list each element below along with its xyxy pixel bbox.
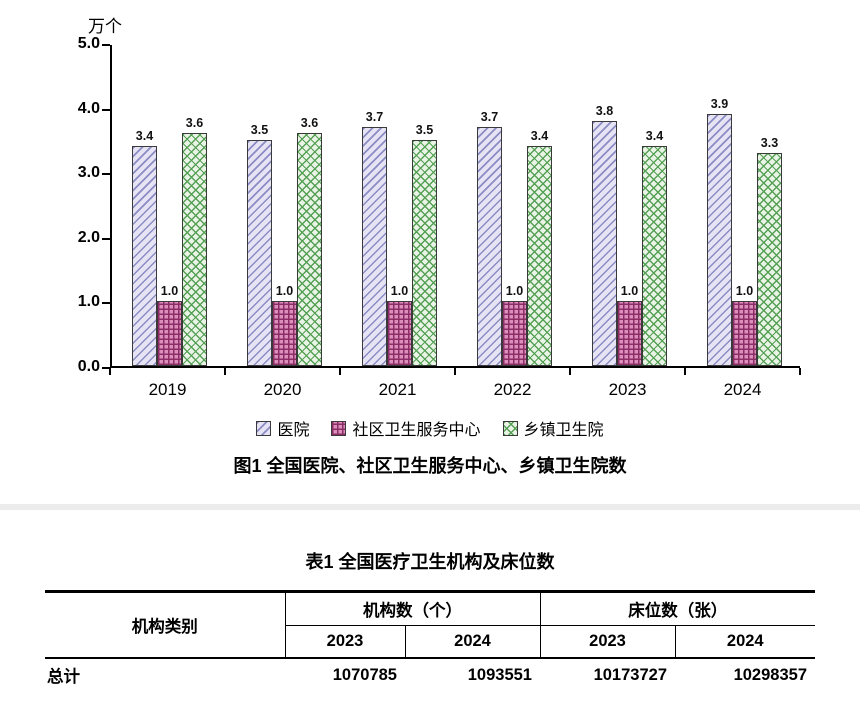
figure-caption: 图1 全国医院、社区卫生服务中心、乡镇卫生院数 [233,456,627,476]
col-header-org-2024: 2024 [404,625,540,659]
bar-value-label: 3.4 [530,129,549,144]
bar-2020-series-0 [247,139,272,366]
bar-value-label: 3.6 [185,116,204,131]
col-header-bed-count: 床位数（张） [539,591,815,626]
value-org-2024: 1093551 [467,665,532,684]
y-axis-tick-label: 1.0 [77,293,100,311]
x-axis-tick [569,368,571,375]
bar-2023-series-1 [617,301,642,366]
legend-item: 乡镇卫生院 [502,416,604,440]
col-header-category: 机构类别 [45,591,286,659]
table-header-row-years: 2023 2024 2023 2024 [45,625,815,659]
value-bed-2024: 10298357 [733,665,807,684]
bar-2024-series-1 [732,301,757,366]
y-axis-tick [102,173,110,176]
legend-label: 医院 [277,422,310,439]
bar-value-label: 1.0 [390,284,409,299]
legend-label: 社区卫生服务中心 [352,422,481,439]
bar-2021-series-0 [362,126,387,366]
x-axis-tick-label: 2022 [493,380,532,399]
bar-value-label: 1.0 [275,284,294,299]
x-axis-tick [684,368,686,375]
table-title: 表1 全国医疗卫生机构及床位数 [305,552,555,572]
x-axis-tick [799,368,801,375]
bar-value-label: 3.8 [595,103,614,118]
y-axis-tick-label: 3.0 [77,164,100,182]
table-header-row-groups: 机构类别 机构数（个） 床位数（张） [45,591,815,659]
table1-section: 表1 全国医疗卫生机构及床位数 机构类别 机构数（个） 床位数（张） 2023 … [0,548,860,692]
value-bed-2023: 10173727 [593,665,667,684]
bar-2019-series-0 [132,146,157,366]
x-axis-tick-label: 2020 [263,380,302,399]
bar-2020-series-2 [297,133,322,366]
figure1-bar-chart: 万个 3.4 1.0 3.6 3.5 1.0 3.6 3.7 1.0 3.5 3.7 1.0 3.4 3… [0,17,860,476]
y-axis-tick [102,302,110,305]
legend-swatch-icon [502,420,518,436]
bar-2024-series-2 [757,152,782,366]
bar-2020-series-1 [272,301,297,366]
bar-2021-series-1 [387,301,412,366]
bar-2022-series-2 [527,146,552,366]
bar-value-label: 1.0 [735,284,754,299]
chart-legend: 医院 社区卫生服务中心 乡镇卫生院 [0,416,860,440]
col-header-org-2023: 2023 [284,625,405,659]
bar-value-label: 3.4 [135,129,154,144]
value-org-2023: 1070785 [332,665,397,684]
y-axis-tick-label: 2.0 [77,228,100,246]
bar-value-label: 3.7 [365,109,384,124]
bar-value-label: 3.3 [760,135,779,150]
x-axis-tick-label: 2019 [148,380,187,399]
table-row-total: 总计 1070785 1093551 10173727 10298357 [45,658,815,692]
legend-label: 乡镇卫生院 [523,422,604,439]
y-axis-tick-label: 0.0 [77,358,100,375]
bar-2024-series-0 [707,114,732,366]
x-axis-tick-label: 2024 [723,380,762,399]
legend-swatch-icon [331,420,347,436]
bar-value-label: 3.6 [300,116,319,131]
bar-2022-series-1 [502,301,527,366]
y-axis-tick [102,367,110,369]
bar-value-label: 1.0 [505,284,524,299]
y-axis-tick-label: 4.0 [77,99,100,117]
bar-2022-series-0 [477,126,502,366]
bar-2019-series-1 [157,301,182,366]
y-axis-tick [102,237,110,240]
bar-2019-series-2 [182,133,207,366]
bar-value-label: 3.7 [480,109,499,124]
y-axis-tick [102,108,110,111]
bar-value-label: 1.0 [620,284,639,299]
y-axis-unit-label: 万个 [88,17,122,36]
x-axis-tick [109,368,111,375]
plot-area: 3.4 1.0 3.6 3.5 1.0 3.6 3.7 1.0 3.5 3.7 1.0 3.4 3.8 1… [110,45,800,368]
bar-2021-series-2 [412,139,437,366]
bar-value-label: 3.5 [415,122,434,137]
row-label-total: 总计 [47,668,80,686]
col-header-org-count: 机构数（个） [285,591,540,626]
bar-value-label: 1.0 [160,284,179,299]
bar-value-label: 3.9 [710,97,729,112]
legend-item: 医院 [256,416,309,440]
legend-swatch-icon [256,420,272,436]
legend-item: 社区卫生服务中心 [331,416,481,440]
x-axis-tick [339,368,341,375]
y-axis-tick [102,44,110,46]
bar-value-label: 3.5 [250,122,269,137]
col-header-bed-2023: 2023 [539,625,675,659]
bar-2023-series-2 [642,146,667,366]
y-axis-tick-label: 5.0 [77,35,100,52]
x-axis-tick [224,368,226,375]
x-axis-tick [454,368,456,375]
section-divider [0,504,860,510]
bar-value-label: 3.4 [645,129,664,144]
stats-table: 机构类别 机构数（个） 床位数（张） 2023 2024 2023 2024 总… [45,590,815,692]
x-axis-tick-label: 2023 [608,380,647,399]
bar-2023-series-0 [592,120,617,366]
x-axis-tick-label: 2021 [378,380,417,399]
col-header-bed-2024: 2024 [674,625,815,659]
